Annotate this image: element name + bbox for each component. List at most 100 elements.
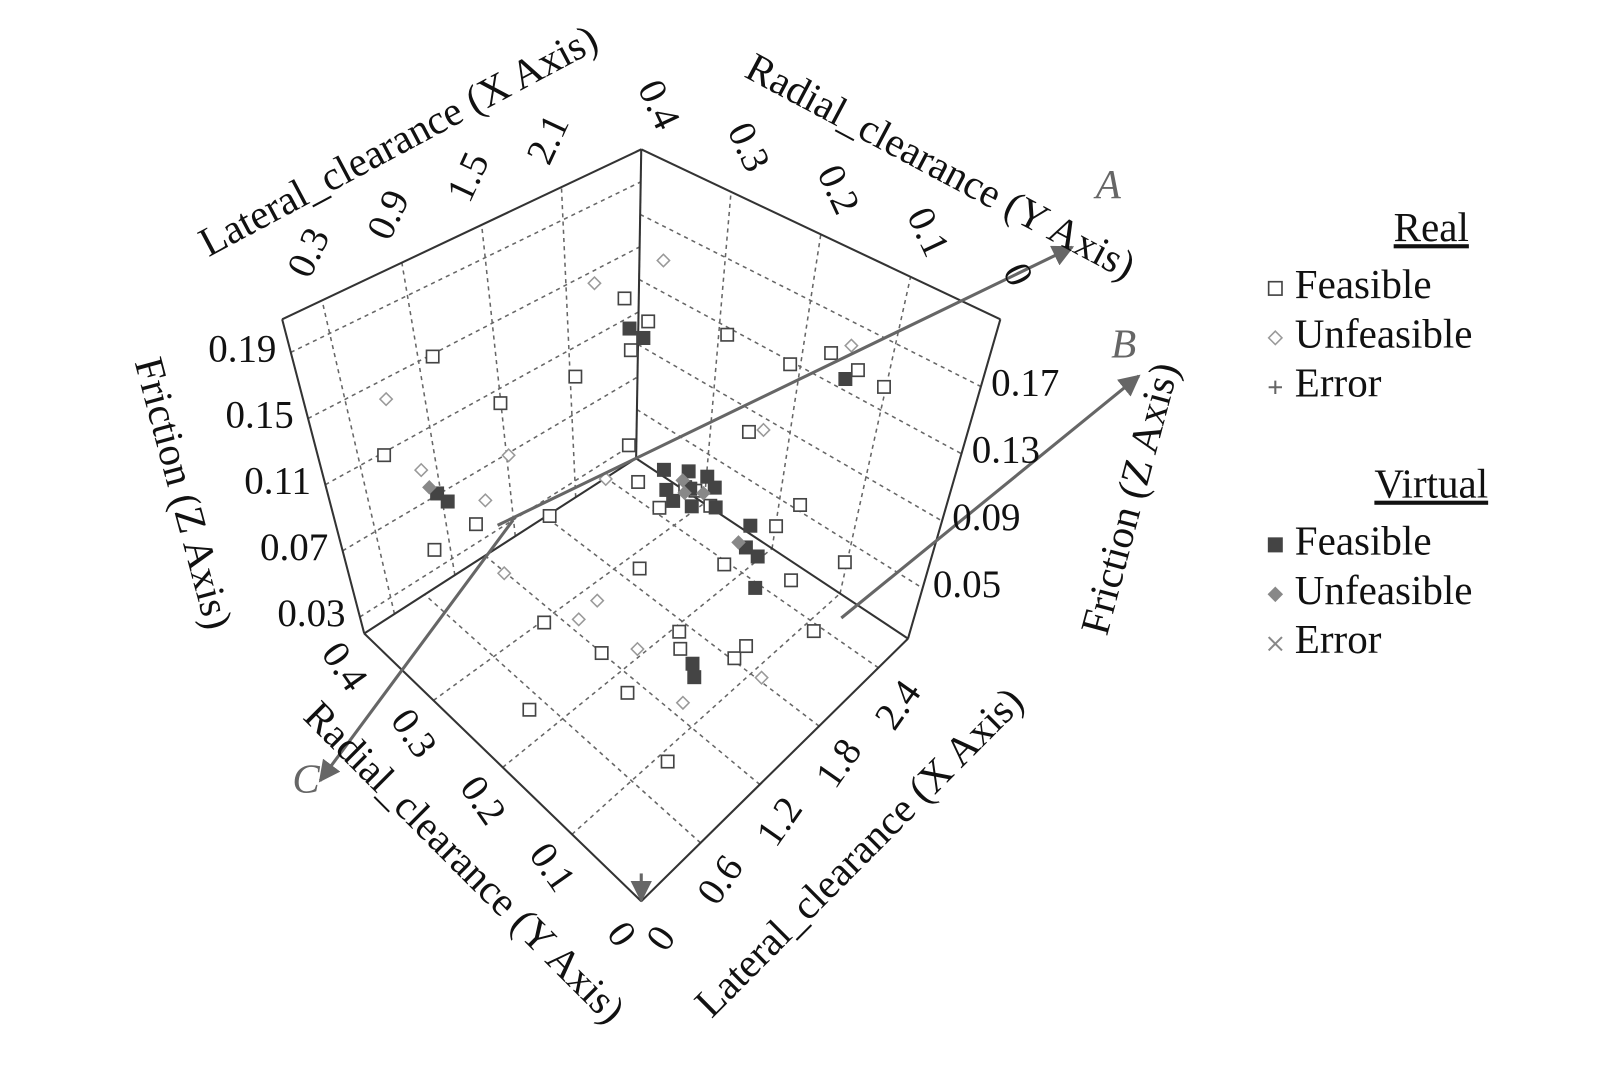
point — [568, 369, 583, 384]
tick-label: 0.4 — [313, 634, 376, 699]
point — [571, 612, 586, 627]
point — [675, 473, 690, 488]
point — [677, 485, 692, 501]
tick-label: 0.6 — [689, 848, 752, 913]
marker — [1267, 537, 1283, 553]
point — [478, 493, 493, 508]
grid-line — [433, 502, 705, 702]
points — [377, 253, 891, 769]
point — [594, 646, 609, 661]
marker — [1267, 330, 1284, 346]
point — [378, 391, 394, 407]
grid-line — [839, 276, 912, 594]
marker — [1267, 280, 1283, 296]
grid-line — [502, 547, 773, 768]
tick-label: 2.4 — [867, 673, 930, 738]
legend-label: Unfeasible — [1295, 310, 1473, 356]
tick-label: 0.2 — [452, 768, 515, 833]
point — [425, 349, 440, 364]
point — [783, 357, 798, 372]
marker — [1268, 380, 1282, 394]
tick-label: 0.3 — [279, 221, 338, 284]
z-axis-title: Friction (Z Axis) — [1071, 358, 1188, 640]
point — [641, 314, 656, 329]
point — [622, 321, 637, 336]
grid-line — [307, 246, 640, 420]
point — [748, 580, 763, 595]
point — [493, 396, 508, 411]
annotation: A — [1093, 161, 1122, 207]
legend-label: Unfeasible — [1295, 567, 1473, 613]
point — [501, 448, 516, 463]
tick-label: 0.19 — [208, 327, 276, 370]
point — [707, 480, 722, 495]
grid-line — [771, 234, 822, 549]
grid-line — [484, 555, 761, 786]
tick-label: 0.1 — [898, 201, 957, 264]
marker — [1267, 586, 1284, 603]
point — [422, 480, 437, 495]
tick-label: 1.8 — [807, 731, 870, 796]
tick-label: 0.17 — [991, 361, 1059, 404]
point — [700, 469, 715, 484]
y-axis-title: Radial_clearance (Y Axis) — [295, 692, 635, 1033]
grid-line — [636, 408, 923, 589]
box-edge — [640, 637, 909, 902]
point — [413, 462, 429, 478]
point — [837, 555, 852, 570]
annotation: C — [292, 755, 320, 801]
grid-line — [637, 343, 943, 522]
legend-label: Feasible — [1295, 517, 1432, 563]
point — [806, 624, 821, 639]
grid-line — [639, 213, 982, 388]
point — [720, 327, 735, 342]
point — [717, 557, 732, 572]
point — [496, 565, 512, 581]
tick-label: 0.3 — [719, 116, 778, 179]
box-edge — [281, 148, 642, 321]
x-axis-title: Lateral_clearance (X Axis) — [685, 678, 1032, 1027]
point — [743, 518, 758, 533]
tick-label: 0.1 — [521, 835, 584, 900]
tick-label: 0 — [638, 918, 684, 959]
grid-line — [560, 187, 577, 498]
box — [281, 148, 1002, 902]
point — [660, 754, 675, 769]
point — [727, 651, 742, 666]
box-edge — [363, 632, 642, 902]
grid-line — [703, 191, 732, 504]
point — [469, 517, 483, 532]
box-edge — [635, 457, 909, 640]
point — [589, 593, 605, 608]
point — [623, 343, 638, 358]
legend-label: Error — [1295, 360, 1382, 406]
point — [630, 641, 645, 657]
point — [769, 519, 784, 534]
box-edge — [640, 148, 1001, 321]
tick-label: 0 — [598, 914, 644, 955]
point — [685, 656, 700, 671]
point — [631, 474, 646, 489]
tick-label: 0.15 — [225, 393, 293, 436]
grid-line — [638, 278, 962, 455]
point — [621, 438, 636, 453]
box-edge — [907, 319, 1002, 639]
point — [838, 372, 853, 387]
arrow-b — [840, 374, 1141, 620]
tick-label: 0 — [994, 257, 1041, 293]
point — [666, 493, 681, 508]
grid-line — [605, 477, 879, 669]
point — [741, 424, 756, 439]
legend-group: Real — [1394, 204, 1469, 250]
tick-label: 0.05 — [933, 563, 1001, 606]
point — [537, 615, 552, 630]
point — [850, 363, 865, 378]
point — [427, 542, 442, 557]
arrows — [318, 245, 1141, 903]
point — [877, 379, 891, 394]
tick-label: 0.03 — [277, 592, 345, 635]
tick-label: 2.1 — [518, 108, 577, 171]
point — [696, 485, 711, 501]
grid-line — [324, 311, 639, 486]
